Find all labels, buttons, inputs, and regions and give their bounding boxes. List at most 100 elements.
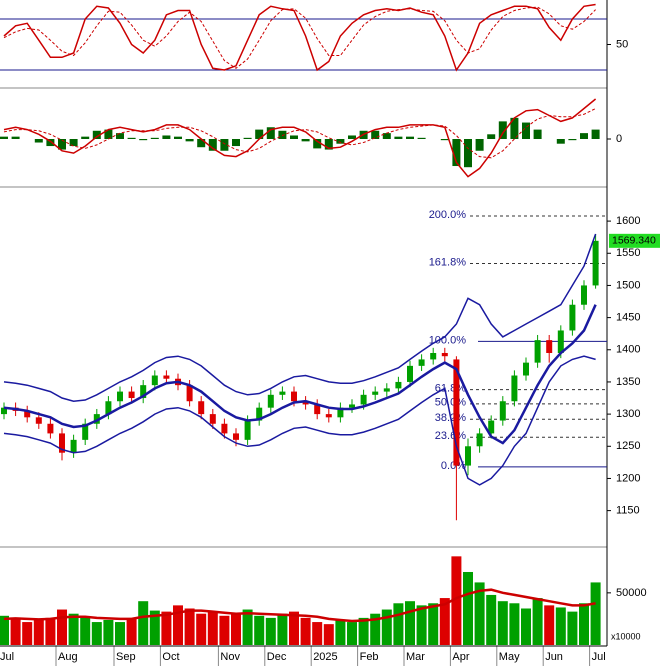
volume-bar <box>254 615 265 645</box>
histogram-bar <box>232 139 240 147</box>
volume-bar <box>138 601 149 645</box>
y-tick-label: 1400 <box>616 344 640 356</box>
y-tick-label: 0 <box>616 133 622 145</box>
volume-bar <box>532 598 543 645</box>
fib-label: 100.0% <box>429 334 467 346</box>
x-tick-label: Jun <box>545 651 563 663</box>
volume-bar <box>57 609 67 645</box>
candle-body <box>581 285 587 305</box>
volume-bar <box>497 601 508 645</box>
candle-body <box>35 417 42 424</box>
x-tick-label: Dec <box>267 651 287 663</box>
volume-bar <box>567 611 578 645</box>
candle-body <box>128 391 135 399</box>
y-tick-label: 1350 <box>616 376 640 388</box>
histogram-bar <box>336 139 345 144</box>
volume-bar <box>521 608 531 645</box>
y-tick-label: 1550 <box>616 247 640 259</box>
volume-bar <box>10 618 21 645</box>
histogram-bar <box>498 121 507 139</box>
candle-body <box>592 240 599 286</box>
histogram-bar <box>382 133 391 139</box>
histogram-bar <box>313 139 322 149</box>
histogram-bar <box>81 136 90 139</box>
fib-label: 61.8% <box>435 383 466 395</box>
volume-bar <box>231 613 241 645</box>
volume-bar <box>474 582 485 645</box>
candle-body <box>511 375 518 402</box>
volume-bar <box>207 611 218 645</box>
candle-body <box>557 330 564 353</box>
histogram-bar <box>568 139 577 141</box>
fib-label: 0.0% <box>441 460 466 472</box>
candle-body <box>70 439 77 453</box>
volume-bar <box>68 613 79 645</box>
histogram-bar <box>510 117 519 139</box>
last-value-box <box>609 233 660 248</box>
volume-bar <box>126 618 137 645</box>
x-tick-label: May <box>499 651 520 663</box>
candle-body <box>244 420 251 440</box>
candle-body <box>93 414 100 424</box>
volume-bar <box>439 598 450 645</box>
candle-body <box>117 391 123 402</box>
histogram-bar <box>266 127 275 139</box>
volume-bar <box>173 605 183 645</box>
histogram-bar <box>290 135 298 139</box>
candle-body <box>151 375 158 386</box>
volume-bar <box>0 615 9 645</box>
histogram-bar <box>139 139 148 141</box>
candle-body <box>279 391 286 395</box>
histogram-bar <box>92 130 101 139</box>
histogram-bar <box>324 139 333 150</box>
histogram-bar <box>487 134 496 139</box>
volume-bar <box>103 619 114 645</box>
volume-bar <box>347 622 357 645</box>
x-tick-label: Mar <box>406 651 425 663</box>
volume-bar <box>451 556 462 645</box>
candle-body <box>233 433 239 440</box>
histogram-bar <box>0 136 8 139</box>
volume-bar <box>416 605 427 645</box>
volume-bar <box>579 603 589 645</box>
histogram-bar <box>475 139 484 151</box>
series-line <box>3 588 596 623</box>
volume-bar <box>358 617 369 645</box>
candle-body <box>140 385 147 399</box>
volume-bar <box>196 613 207 645</box>
candle-body <box>395 381 402 389</box>
histogram-bar <box>464 139 472 168</box>
candle-body <box>383 388 390 392</box>
x-tick-label: Apr <box>452 651 469 663</box>
series-line <box>3 6 596 69</box>
volume-bar <box>184 608 195 645</box>
candle-body <box>372 391 379 395</box>
x-tick-label: Jul <box>0 651 14 663</box>
volume-bar <box>33 619 44 645</box>
volume-bar <box>393 603 404 645</box>
candle-body <box>314 404 321 415</box>
volume-bar <box>265 617 276 645</box>
volume-bar <box>300 617 311 645</box>
histogram-bar <box>127 137 136 139</box>
histogram-bar <box>46 139 55 147</box>
volume-bar <box>463 571 473 645</box>
candle-body <box>441 352 448 357</box>
volume-bar <box>45 617 56 645</box>
x-tick-label: Feb <box>360 651 379 663</box>
y-tick-label: 50 <box>616 38 628 50</box>
volume-bar <box>91 622 102 645</box>
x-tick-label: Sep <box>116 651 136 663</box>
volume-bar <box>428 603 439 645</box>
candle-body <box>360 394 367 405</box>
y-tick-label: 1300 <box>616 408 640 420</box>
fib-label: 200.0% <box>429 209 467 221</box>
histogram-bar <box>69 139 78 147</box>
candle-body <box>337 407 344 418</box>
histogram-bar <box>58 139 66 150</box>
histogram-bar <box>150 137 159 139</box>
y-tick-label: 1250 <box>616 440 640 452</box>
histogram-bar <box>243 137 252 139</box>
histogram-bar <box>174 136 182 139</box>
